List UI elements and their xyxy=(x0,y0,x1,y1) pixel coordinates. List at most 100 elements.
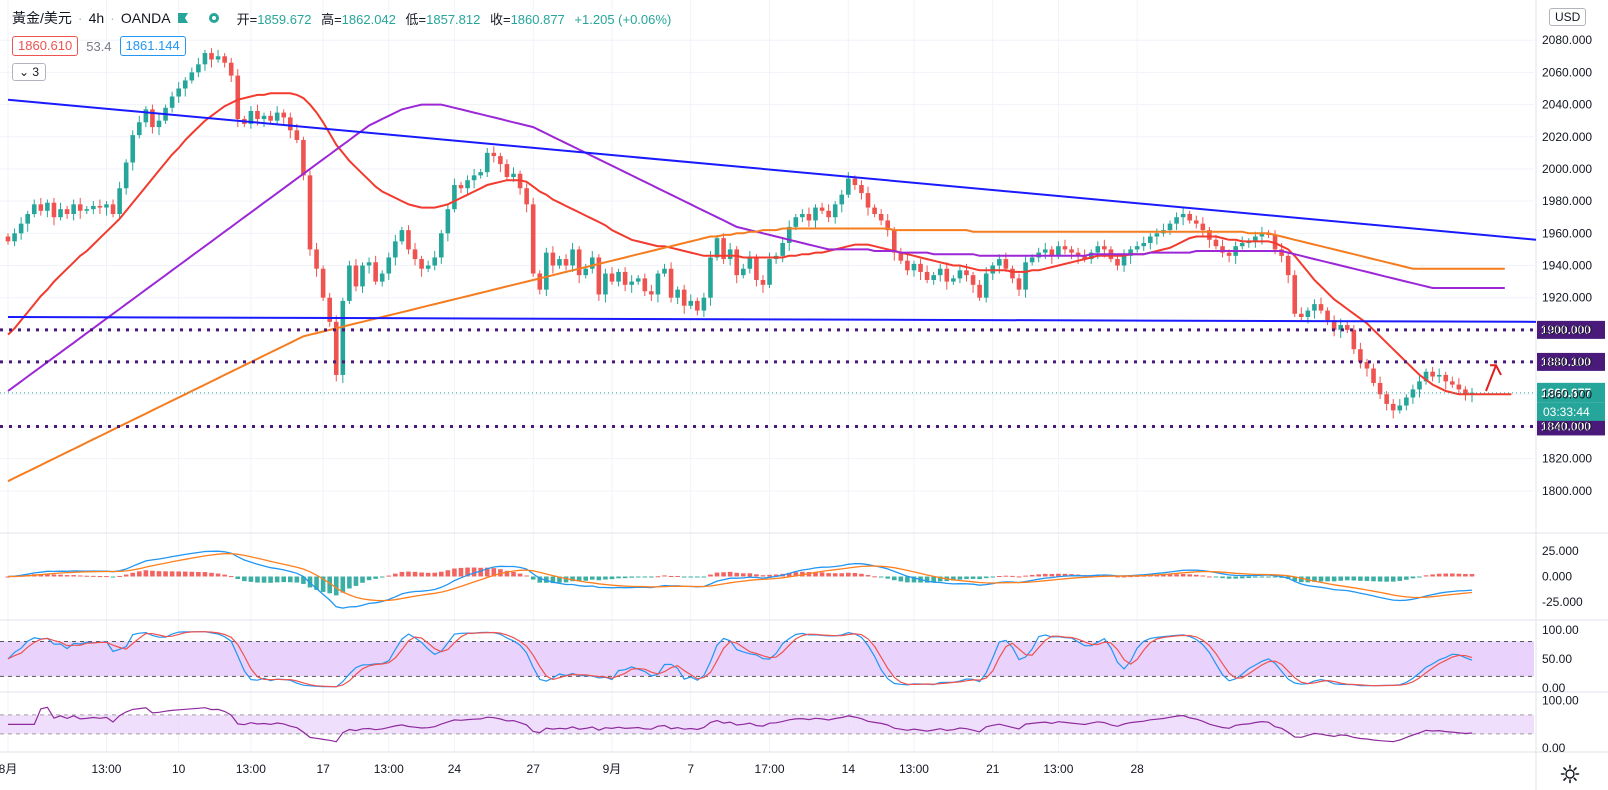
macd-histogram-bar xyxy=(1220,576,1225,579)
macd-histogram-bar xyxy=(1390,576,1396,582)
price-axis-label: 1980.000 xyxy=(1542,194,1592,208)
price-level-label: 1880.100 xyxy=(1541,355,1591,369)
indicators-toggle[interactable]: ⌄ 3 xyxy=(12,63,47,81)
last-price-tag xyxy=(1537,382,1605,403)
macd-histogram-bar xyxy=(452,568,457,577)
macd-histogram-bar xyxy=(1207,576,1212,578)
time-axis-label: 21 xyxy=(986,762,1000,776)
currency-button[interactable]: USD xyxy=(1549,8,1587,26)
macd-histogram-bar xyxy=(91,575,96,577)
macd-histogram-bar xyxy=(406,571,411,577)
candle-body xyxy=(563,259,569,266)
candle-body xyxy=(734,249,740,276)
macd-histogram-bar xyxy=(268,576,273,583)
candle-body xyxy=(137,122,142,136)
last-price-label: 1860.877 xyxy=(1541,386,1591,400)
candle-body xyxy=(196,64,201,73)
candle-body xyxy=(347,265,352,301)
macd-histogram-bar xyxy=(353,576,359,586)
macd-histogram-bar xyxy=(274,576,280,583)
candle-body xyxy=(1003,259,1009,269)
time-axis-label: 24 xyxy=(448,762,462,776)
candle-body xyxy=(944,268,950,282)
sell-button[interactable]: 1860.610 xyxy=(12,36,79,56)
macd-histogram-bar xyxy=(386,575,392,577)
macd-histogram-bar xyxy=(294,576,300,583)
macd-histogram-bar xyxy=(524,575,529,577)
candle-body xyxy=(918,263,923,272)
price-axis-label: 1840.000 xyxy=(1542,419,1592,433)
macd-histogram-bar xyxy=(1397,576,1403,581)
macd-histogram-bar xyxy=(248,576,254,582)
macd-histogram-bar xyxy=(484,567,490,577)
price-axis-label: 1820.000 xyxy=(1542,452,1592,466)
buy-button[interactable]: 1861.144 xyxy=(119,36,186,56)
candle-body xyxy=(97,205,103,208)
macd-histogram-bar xyxy=(1161,574,1166,577)
macd-histogram-bar xyxy=(432,572,438,577)
candle-body xyxy=(12,233,17,242)
candle-body xyxy=(458,185,464,189)
macd-histogram-bar xyxy=(878,576,884,578)
settings-gear-icon[interactable] xyxy=(1560,764,1580,784)
stochastic-d-line xyxy=(7,631,1473,688)
candle-body xyxy=(1010,268,1015,279)
macd-histogram-bar xyxy=(1049,573,1055,577)
macd-histogram-bar xyxy=(1016,576,1022,578)
candle-body xyxy=(839,194,845,205)
candle-body xyxy=(583,268,589,276)
macd-histogram-bar xyxy=(163,571,168,577)
macd-histogram-bar xyxy=(320,576,326,592)
candle-body xyxy=(557,259,562,266)
macd-histogram-bar xyxy=(688,576,694,578)
candle-body xyxy=(852,178,858,186)
price-axis-label: 1940.000 xyxy=(1542,259,1592,273)
candle-body xyxy=(846,178,851,195)
macd-histogram-bar xyxy=(852,573,858,577)
spread-value: 53.4 xyxy=(86,38,112,54)
candle-body xyxy=(747,257,753,269)
candle-body xyxy=(31,204,37,214)
candle-body xyxy=(1069,249,1074,253)
candle-body xyxy=(1338,325,1343,330)
macd-histogram-bar xyxy=(1325,576,1330,582)
time-axis-label: 14 xyxy=(842,762,856,776)
indicators-count-button[interactable]: ⌄ 3 xyxy=(12,63,47,81)
ohlc-values: 开=1859.672 高=1862.042 低=1857.812 收=1860.… xyxy=(237,9,672,28)
interval[interactable]: 4h xyxy=(88,10,105,26)
candle-body xyxy=(5,236,11,242)
macd-histogram-bar xyxy=(1463,573,1468,577)
candle-body xyxy=(635,278,641,282)
macd-histogram-bar xyxy=(445,570,451,577)
time-axis-label: 8月 xyxy=(0,762,17,776)
macd-histogram-bar xyxy=(806,572,812,577)
macd-histogram-bar xyxy=(924,576,930,583)
macd-histogram-bar xyxy=(45,573,50,577)
macd-histogram-bar xyxy=(1450,573,1455,577)
candle-body xyxy=(176,88,181,97)
candle-body xyxy=(1312,304,1317,311)
macd-histogram-bar xyxy=(196,571,201,577)
candle-body xyxy=(294,130,300,140)
low-value: 1857.812 xyxy=(426,11,481,27)
macd-histogram-bar xyxy=(747,573,753,577)
candle-body xyxy=(1115,259,1120,266)
macd-histogram-bar xyxy=(209,572,214,577)
macd-histogram-bar xyxy=(425,572,431,577)
candle-body xyxy=(484,152,490,173)
candle-body xyxy=(872,207,877,214)
macd-histogram-bar xyxy=(182,571,188,577)
change-value: +1.205 (+0.06%) xyxy=(574,11,672,27)
candle-body xyxy=(366,262,372,266)
candle-body xyxy=(504,164,510,177)
time-axis-label: 17:00 xyxy=(755,762,785,776)
time-axis-label: 27 xyxy=(527,762,541,776)
macd-histogram-bar xyxy=(393,573,398,577)
macd-histogram-bar xyxy=(399,571,405,577)
macd-histogram-bar xyxy=(77,575,83,577)
macd-histogram-bar xyxy=(813,571,818,577)
macd-histogram-bar xyxy=(931,576,936,583)
symbol-name[interactable]: 黃金/美元 xyxy=(12,10,72,26)
macd-histogram-bar xyxy=(616,576,621,579)
